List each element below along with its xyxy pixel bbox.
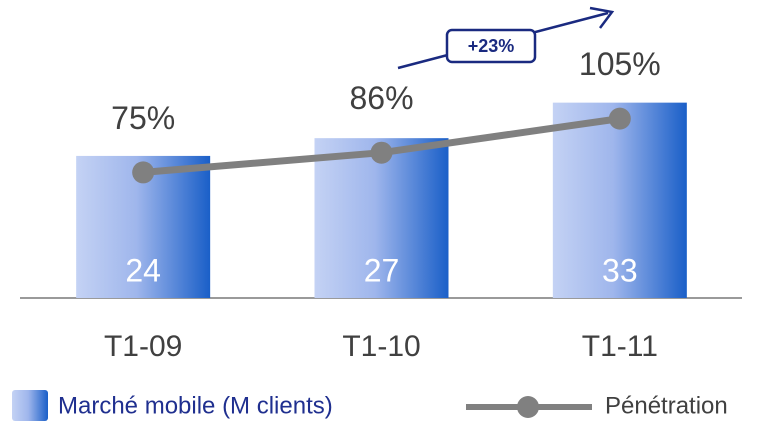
legend-label: Pénétration bbox=[605, 392, 728, 419]
data-label: 33 bbox=[602, 252, 638, 288]
point bbox=[370, 141, 393, 164]
bar bbox=[314, 138, 449, 298]
point bbox=[132, 161, 155, 184]
point bbox=[608, 107, 631, 130]
annotation: +23% bbox=[468, 36, 515, 56]
data-label: 86% bbox=[349, 80, 413, 116]
data-label: 27 bbox=[364, 252, 400, 288]
x-tick-label: T1-10 bbox=[342, 330, 420, 363]
x-tick-label: T1-09 bbox=[104, 330, 182, 363]
legend-swatch bbox=[12, 390, 48, 421]
bar bbox=[552, 102, 687, 298]
arrow-head bbox=[589, 6, 615, 29]
x-tick-label: T1-11 bbox=[582, 330, 658, 363]
legend-marker bbox=[517, 396, 539, 418]
data-label: 24 bbox=[125, 252, 161, 288]
legend-label: Marché mobile (M clients) bbox=[58, 392, 333, 419]
data-label: 105% bbox=[579, 46, 661, 82]
annotation-box bbox=[445, 28, 537, 64]
data-label: 75% bbox=[111, 100, 175, 136]
